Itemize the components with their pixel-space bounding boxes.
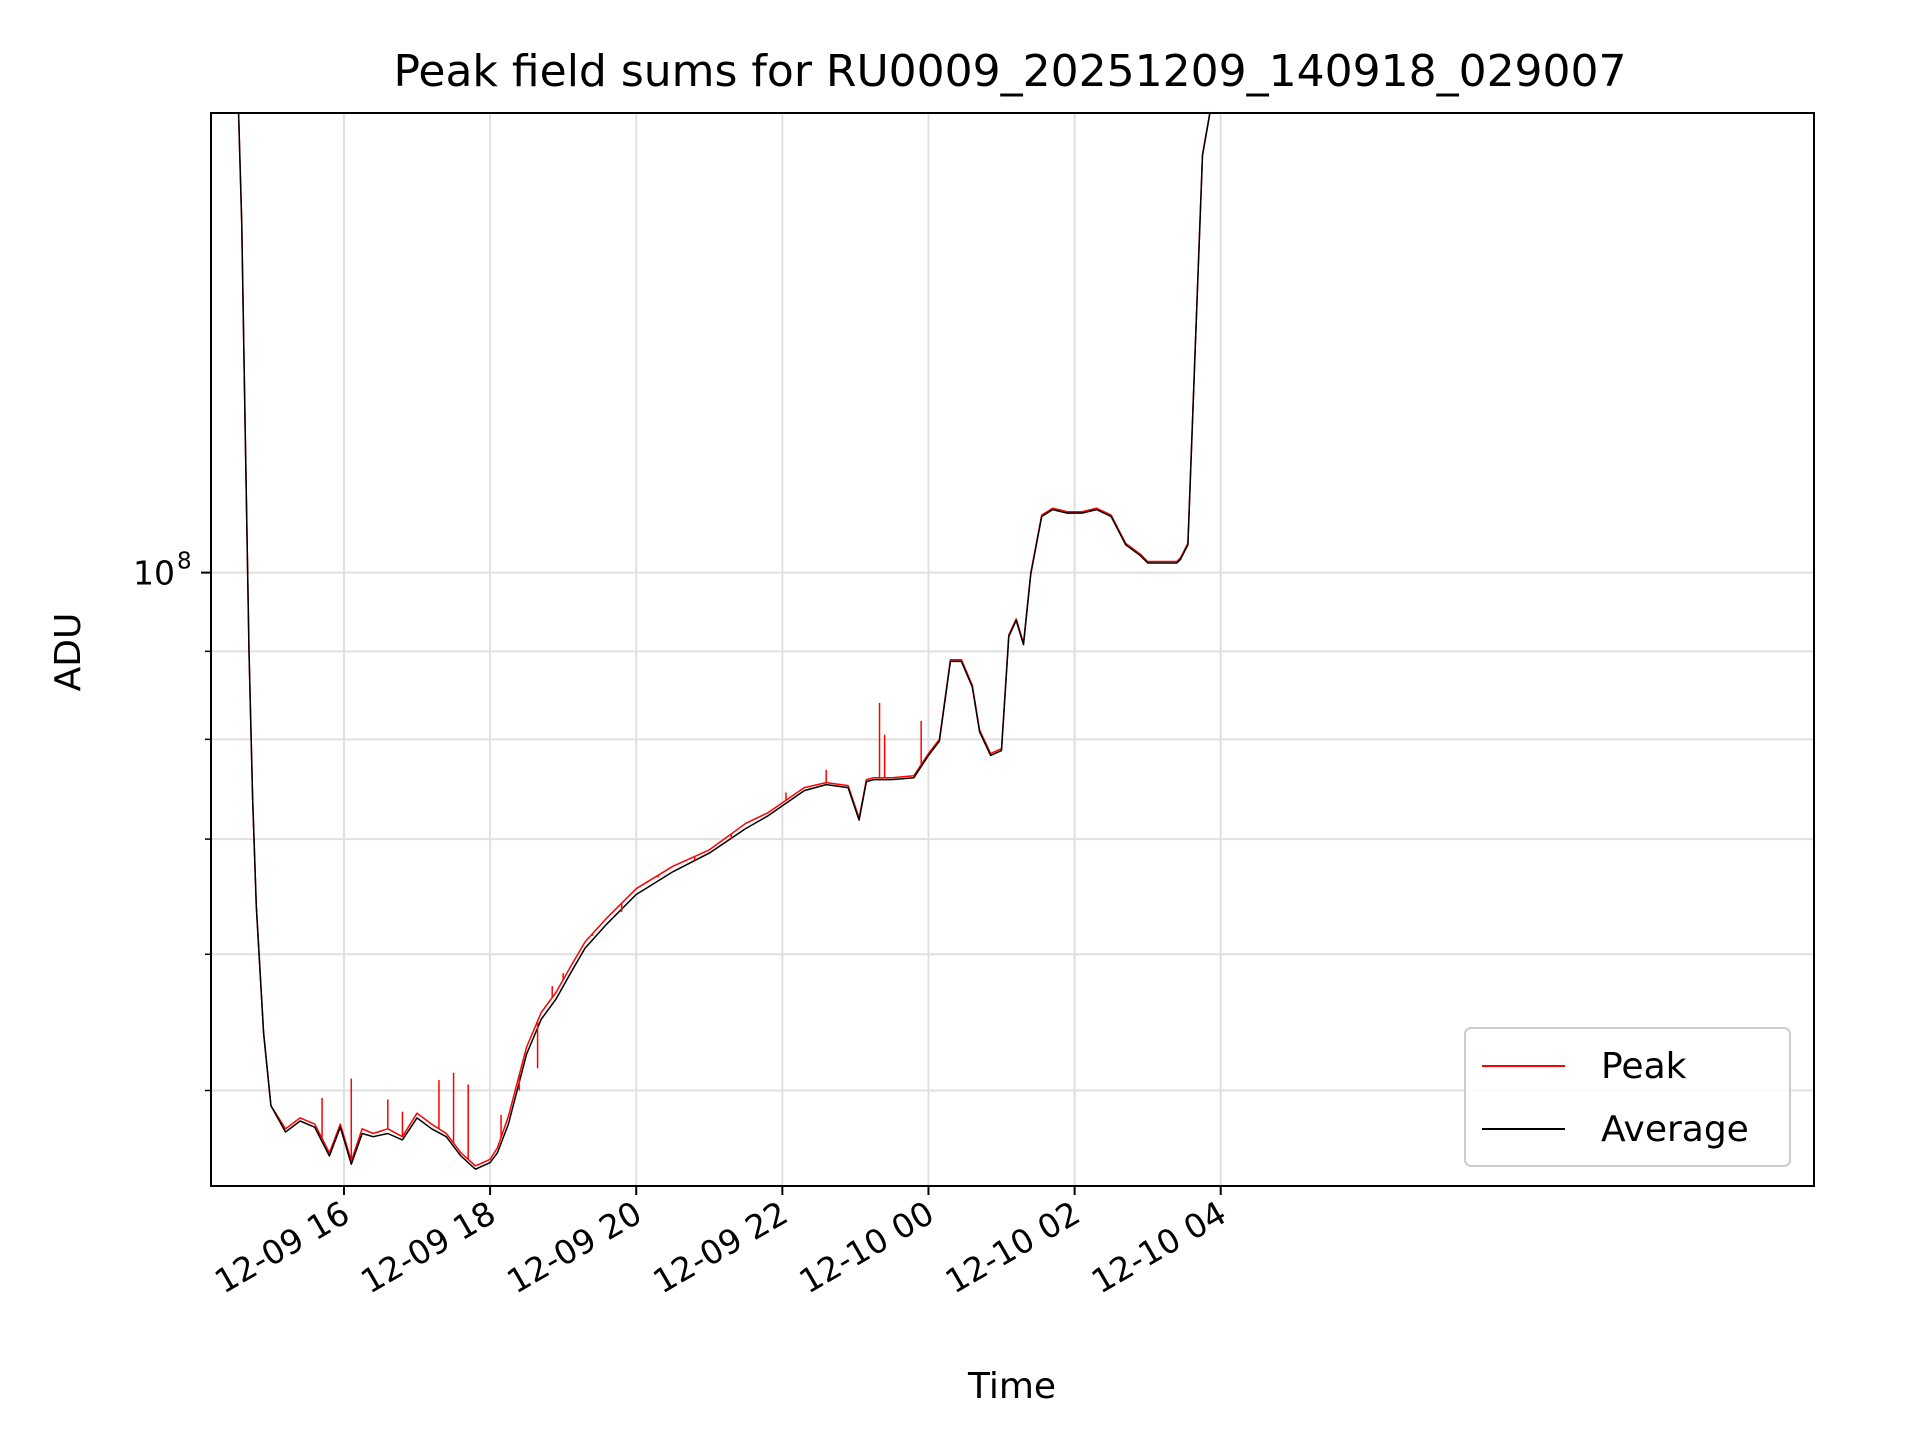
- legend-box: [1464, 1027, 1791, 1167]
- series-group: [237, 113, 1212, 1170]
- legend-average-label: Average: [1601, 1109, 1749, 1150]
- x-axis-label: Time: [967, 1366, 1056, 1407]
- series-line-peak: [237, 113, 1211, 1167]
- series-line-average: [237, 113, 1212, 1170]
- grid: [211, 113, 1814, 1186]
- legend: Peak Average: [1464, 1027, 1791, 1167]
- chart-title: Peak field sums for RU0009_20251209_1409…: [393, 46, 1626, 97]
- axes-frame: [210, 112, 1815, 1187]
- legend-peak-label: Peak: [1601, 1046, 1687, 1087]
- y-axis-label: ADU: [48, 613, 89, 692]
- plot-area: [237, 113, 1212, 1170]
- y-tick-exponent: 8: [177, 549, 192, 575]
- y-tick-label: 10: [133, 554, 175, 593]
